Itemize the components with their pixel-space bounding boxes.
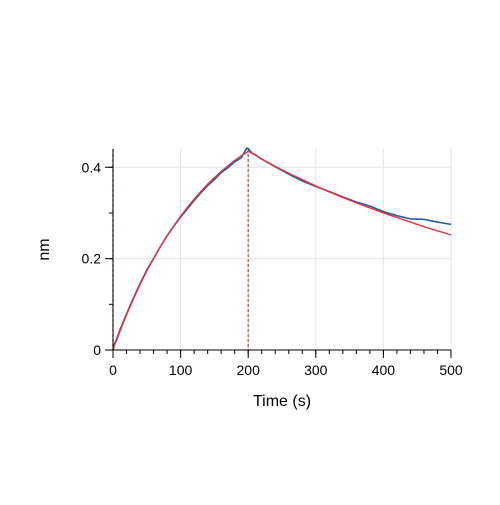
y-axis-title: nm (36, 238, 53, 260)
series-line-fit (112, 150, 452, 351)
y-tick-label: 0.4 (82, 159, 102, 175)
series-lines (112, 147, 452, 351)
y-tick-label: 0 (93, 342, 101, 358)
x-tick-label: 200 (237, 362, 261, 378)
axes: 0 100 200 300 400 500 0 0.2 0.4 (82, 149, 463, 378)
x-tick-label: 0 (109, 362, 117, 378)
x-tick-label: 500 (439, 362, 463, 378)
grid (113, 149, 452, 350)
y-tick-label: 0.2 (82, 251, 102, 267)
series-line-measured (112, 147, 452, 351)
x-tick-label: 100 (169, 362, 193, 378)
x-tick-label: 300 (304, 362, 328, 378)
x-tick-label: 400 (372, 362, 396, 378)
x-axis-title: Time (s) (253, 393, 311, 410)
